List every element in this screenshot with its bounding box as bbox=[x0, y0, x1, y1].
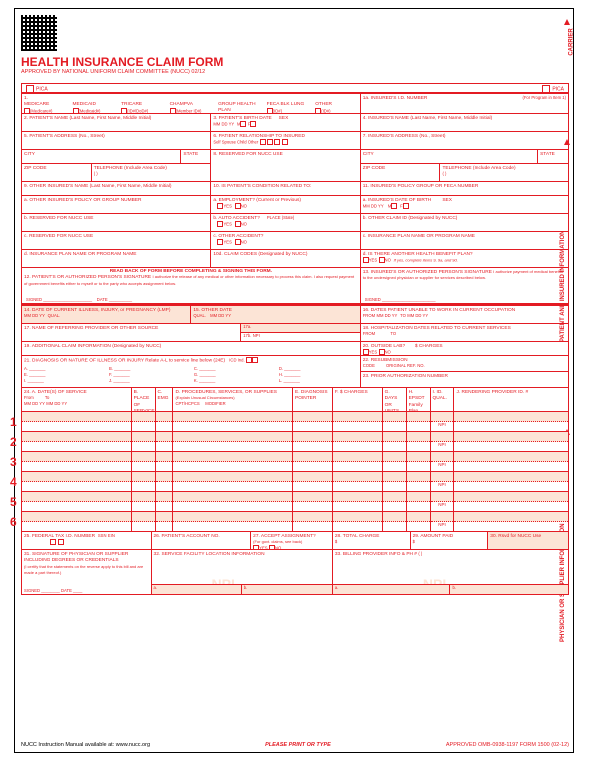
box-9b[interactable]: b. RESERVED FOR NUCC USE bbox=[22, 213, 211, 231]
box-2[interactable]: 2. PATIENT'S NAME (Last Name, First Name… bbox=[22, 113, 211, 131]
city-5[interactable]: CITY bbox=[22, 149, 181, 163]
box-10: 10. IS PATIENT'S CONDITION RELATED TO: bbox=[211, 181, 360, 195]
box-15[interactable]: 15. OTHER DATEQUAL. MM DD YY bbox=[191, 305, 360, 323]
box-5[interactable]: 5. PATIENT'S ADDRESS (No., Street) bbox=[22, 131, 211, 149]
footer-left: NUCC Instruction Manual available at: ww… bbox=[21, 742, 150, 748]
box-27[interactable]: 27. ACCEPT ASSIGNMENT?(For govt. claims,… bbox=[251, 531, 333, 549]
form-title: HEALTH INSURANCE CLAIM FORM bbox=[21, 55, 223, 69]
box-11[interactable]: 11. INSURED'S POLICY GROUP OR FECA NUMBE… bbox=[361, 181, 568, 195]
row-number: 4 bbox=[10, 475, 17, 489]
box-22-23[interactable]: 22. RESUBMISSIONCODE ORIGINAL REF. NO. 2… bbox=[361, 355, 568, 387]
box-8[interactable]: 8. RESERVED FOR NUCC USE bbox=[211, 149, 360, 163]
hdr-24g: G. DAYS OR UNITS bbox=[383, 387, 407, 411]
hdr-24j: J. RENDERING PROVIDER ID. # bbox=[454, 387, 568, 411]
pica-left: PICA bbox=[26, 85, 48, 91]
box-13[interactable]: 13. INSURED'S OR AUTHORIZED PERSON'S SIG… bbox=[361, 267, 568, 303]
hdr-24b: B. PLACE OF SERVICE bbox=[132, 387, 156, 411]
service-row[interactable]: 3 NPI bbox=[21, 451, 569, 471]
box-11d[interactable]: d. IS THERE ANOTHER HEALTH BENEFIT PLAN?… bbox=[361, 249, 568, 267]
box-4[interactable]: 4. INSURED'S NAME (Last Name, First Name… bbox=[361, 113, 568, 131]
footer-right: APPROVED OMB-0938-1197 FORM 1500 (02-12) bbox=[446, 742, 569, 748]
box-11b[interactable]: b. OTHER CLAIM ID (Designated by NUCC) bbox=[361, 213, 568, 231]
box-3[interactable]: 3. PATIENT'S BIRTH DATE SEX MM DD YY M F bbox=[211, 113, 360, 131]
qr-code bbox=[21, 15, 57, 51]
box-10d[interactable]: 10d. CLAIM CODES (Designated by NUCC) bbox=[211, 249, 360, 267]
service-row[interactable]: 1 NPI bbox=[21, 411, 569, 431]
arrow-icon bbox=[564, 19, 570, 25]
city-7[interactable]: CITY bbox=[361, 149, 538, 163]
box-30: 30. Rsvd for NUCC Use bbox=[488, 531, 568, 549]
hdr-24a: 24. A. DATE(S) OF SERVICEFrom ToMM DD YY… bbox=[22, 387, 132, 411]
box-12[interactable]: READ BACK OF FORM BEFORE COMPLETING & SI… bbox=[22, 267, 361, 303]
box-33[interactable]: 33. BILLING PROVIDER INFO & PH # ( ) NPI… bbox=[333, 549, 568, 594]
pica-right: PICA bbox=[542, 85, 564, 91]
form-subtitle: APPROVED BY NATIONAL UNIFORM CLAIM COMMI… bbox=[21, 69, 205, 75]
service-row[interactable]: 2 NPI bbox=[21, 431, 569, 451]
hdr-24e: E. DIAGNOSIS POINTER bbox=[293, 387, 333, 411]
box-20[interactable]: 20. OUTSIDE LAB? $ CHARGESYES NO bbox=[361, 341, 568, 355]
box-29[interactable]: 29. AMOUNT PAID$ bbox=[411, 531, 489, 549]
box-10a[interactable]: a. EMPLOYMENT? (Current or Previous) YES… bbox=[211, 195, 360, 213]
row-number: 2 bbox=[10, 435, 17, 449]
box-21[interactable]: 21. DIAGNOSIS OR NATURE OF ILLNESS OR IN… bbox=[22, 355, 361, 387]
hdr-24i: I. ID. QUAL. bbox=[431, 387, 455, 411]
box-1a[interactable]: 1a. INSURED'S I.D. NUMBER (For Program i… bbox=[361, 93, 568, 113]
box-1[interactable]: 1. MEDICARE(Medicare#) MEDICAID(Medicaid… bbox=[22, 93, 361, 113]
footer: NUCC Instruction Manual available at: ww… bbox=[21, 742, 569, 748]
box-10b[interactable]: b. AUTO ACCIDENT? PLACE (State) YES NO bbox=[211, 213, 360, 231]
box-17[interactable]: 17. NAME OF REFERRING PROVIDER OR OTHER … bbox=[22, 323, 241, 341]
zip-7[interactable]: ZIP CODE bbox=[361, 163, 441, 181]
row-number: 6 bbox=[10, 515, 17, 529]
box-7[interactable]: 7. INSURED'S ADDRESS (No., Street) bbox=[361, 131, 568, 149]
service-row[interactable]: 4 NPI bbox=[21, 471, 569, 491]
box-19[interactable]: 19. ADDITIONAL CLAIM INFORMATION (Design… bbox=[22, 341, 361, 355]
box-18[interactable]: 18. HOSPITALIZATION DATES RELATED TO CUR… bbox=[361, 323, 568, 341]
box-17ab[interactable]: 17a. 17b. NPI bbox=[241, 323, 361, 341]
box-9[interactable]: 9. OTHER INSURED'S NAME (Last Name, Firs… bbox=[22, 181, 211, 195]
zip-5[interactable]: ZIP CODE bbox=[22, 163, 92, 181]
row-number: 5 bbox=[10, 495, 17, 509]
phone-5[interactable]: TELEPHONE (Include Area Code)( ) bbox=[92, 163, 212, 181]
box-31[interactable]: 31. SIGNATURE OF PHYSICIAN OR SUPPLIER I… bbox=[22, 549, 152, 594]
box-28[interactable]: 28. TOTAL CHARGE$ bbox=[333, 531, 411, 549]
box-8-cont[interactable] bbox=[211, 163, 360, 181]
phone-7[interactable]: TELEPHONE (Include Area Code)( ) bbox=[440, 163, 568, 181]
box-6[interactable]: 6. PATIENT RELATIONSHIP TO INSUREDSelf S… bbox=[211, 131, 360, 149]
form-body: 1. MEDICARE(Medicare#) MEDICAID(Medicaid… bbox=[21, 93, 569, 595]
box-9c[interactable]: c. RESERVED FOR NUCC USE bbox=[22, 231, 211, 249]
hdr-24h: H. EPSDT Family Plan bbox=[407, 387, 431, 411]
box-26[interactable]: 26. PATIENT'S ACCOUNT NO. bbox=[152, 531, 252, 549]
box-14[interactable]: 14. DATE OF CURRENT ILLNESS, INJURY, or … bbox=[22, 305, 191, 323]
footer-mid: PLEASE PRINT OR TYPE bbox=[265, 742, 331, 748]
box-25[interactable]: 25. FEDERAL TAX I.D. NUMBER SSN EIN bbox=[22, 531, 152, 549]
carrier-label: CARRIER bbox=[568, 28, 574, 55]
service-row[interactable]: 5 NPI bbox=[21, 491, 569, 511]
hdr-24c: C. EMG bbox=[156, 387, 174, 411]
box-32[interactable]: 32. SERVICE FACILITY LOCATION INFORMATIO… bbox=[152, 549, 333, 594]
service-row[interactable]: 6 NPI bbox=[21, 511, 569, 531]
hdr-24d: D. PROCEDURES, SERVICES, OR SUPPLIES(Exp… bbox=[173, 387, 293, 411]
box-9d[interactable]: d. INSURANCE PLAN NAME OR PROGRAM NAME bbox=[22, 249, 211, 267]
state-7[interactable]: STATE bbox=[538, 149, 568, 163]
row-number: 3 bbox=[10, 455, 17, 469]
box-9a[interactable]: a. OTHER INSURED'S POLICY OR GROUP NUMBE… bbox=[22, 195, 211, 213]
hdr-24f: F. $ CHARGES bbox=[333, 387, 383, 411]
state-5[interactable]: STATE bbox=[181, 149, 211, 163]
box-11c[interactable]: c. INSURANCE PLAN NAME OR PROGRAM NAME bbox=[361, 231, 568, 249]
pica-row: PICA PICA bbox=[21, 83, 569, 93]
form-page: HEALTH INSURANCE CLAIM FORM APPROVED BY … bbox=[14, 8, 574, 753]
box-11a[interactable]: a. INSURED'S DATE OF BIRTH SEXMM DD YY M… bbox=[361, 195, 568, 213]
box-16[interactable]: 16. DATES PATIENT UNABLE TO WORK IN CURR… bbox=[361, 305, 568, 323]
row-number: 1 bbox=[10, 415, 17, 429]
box-10c[interactable]: c. OTHER ACCIDENT? YES NO bbox=[211, 231, 360, 249]
